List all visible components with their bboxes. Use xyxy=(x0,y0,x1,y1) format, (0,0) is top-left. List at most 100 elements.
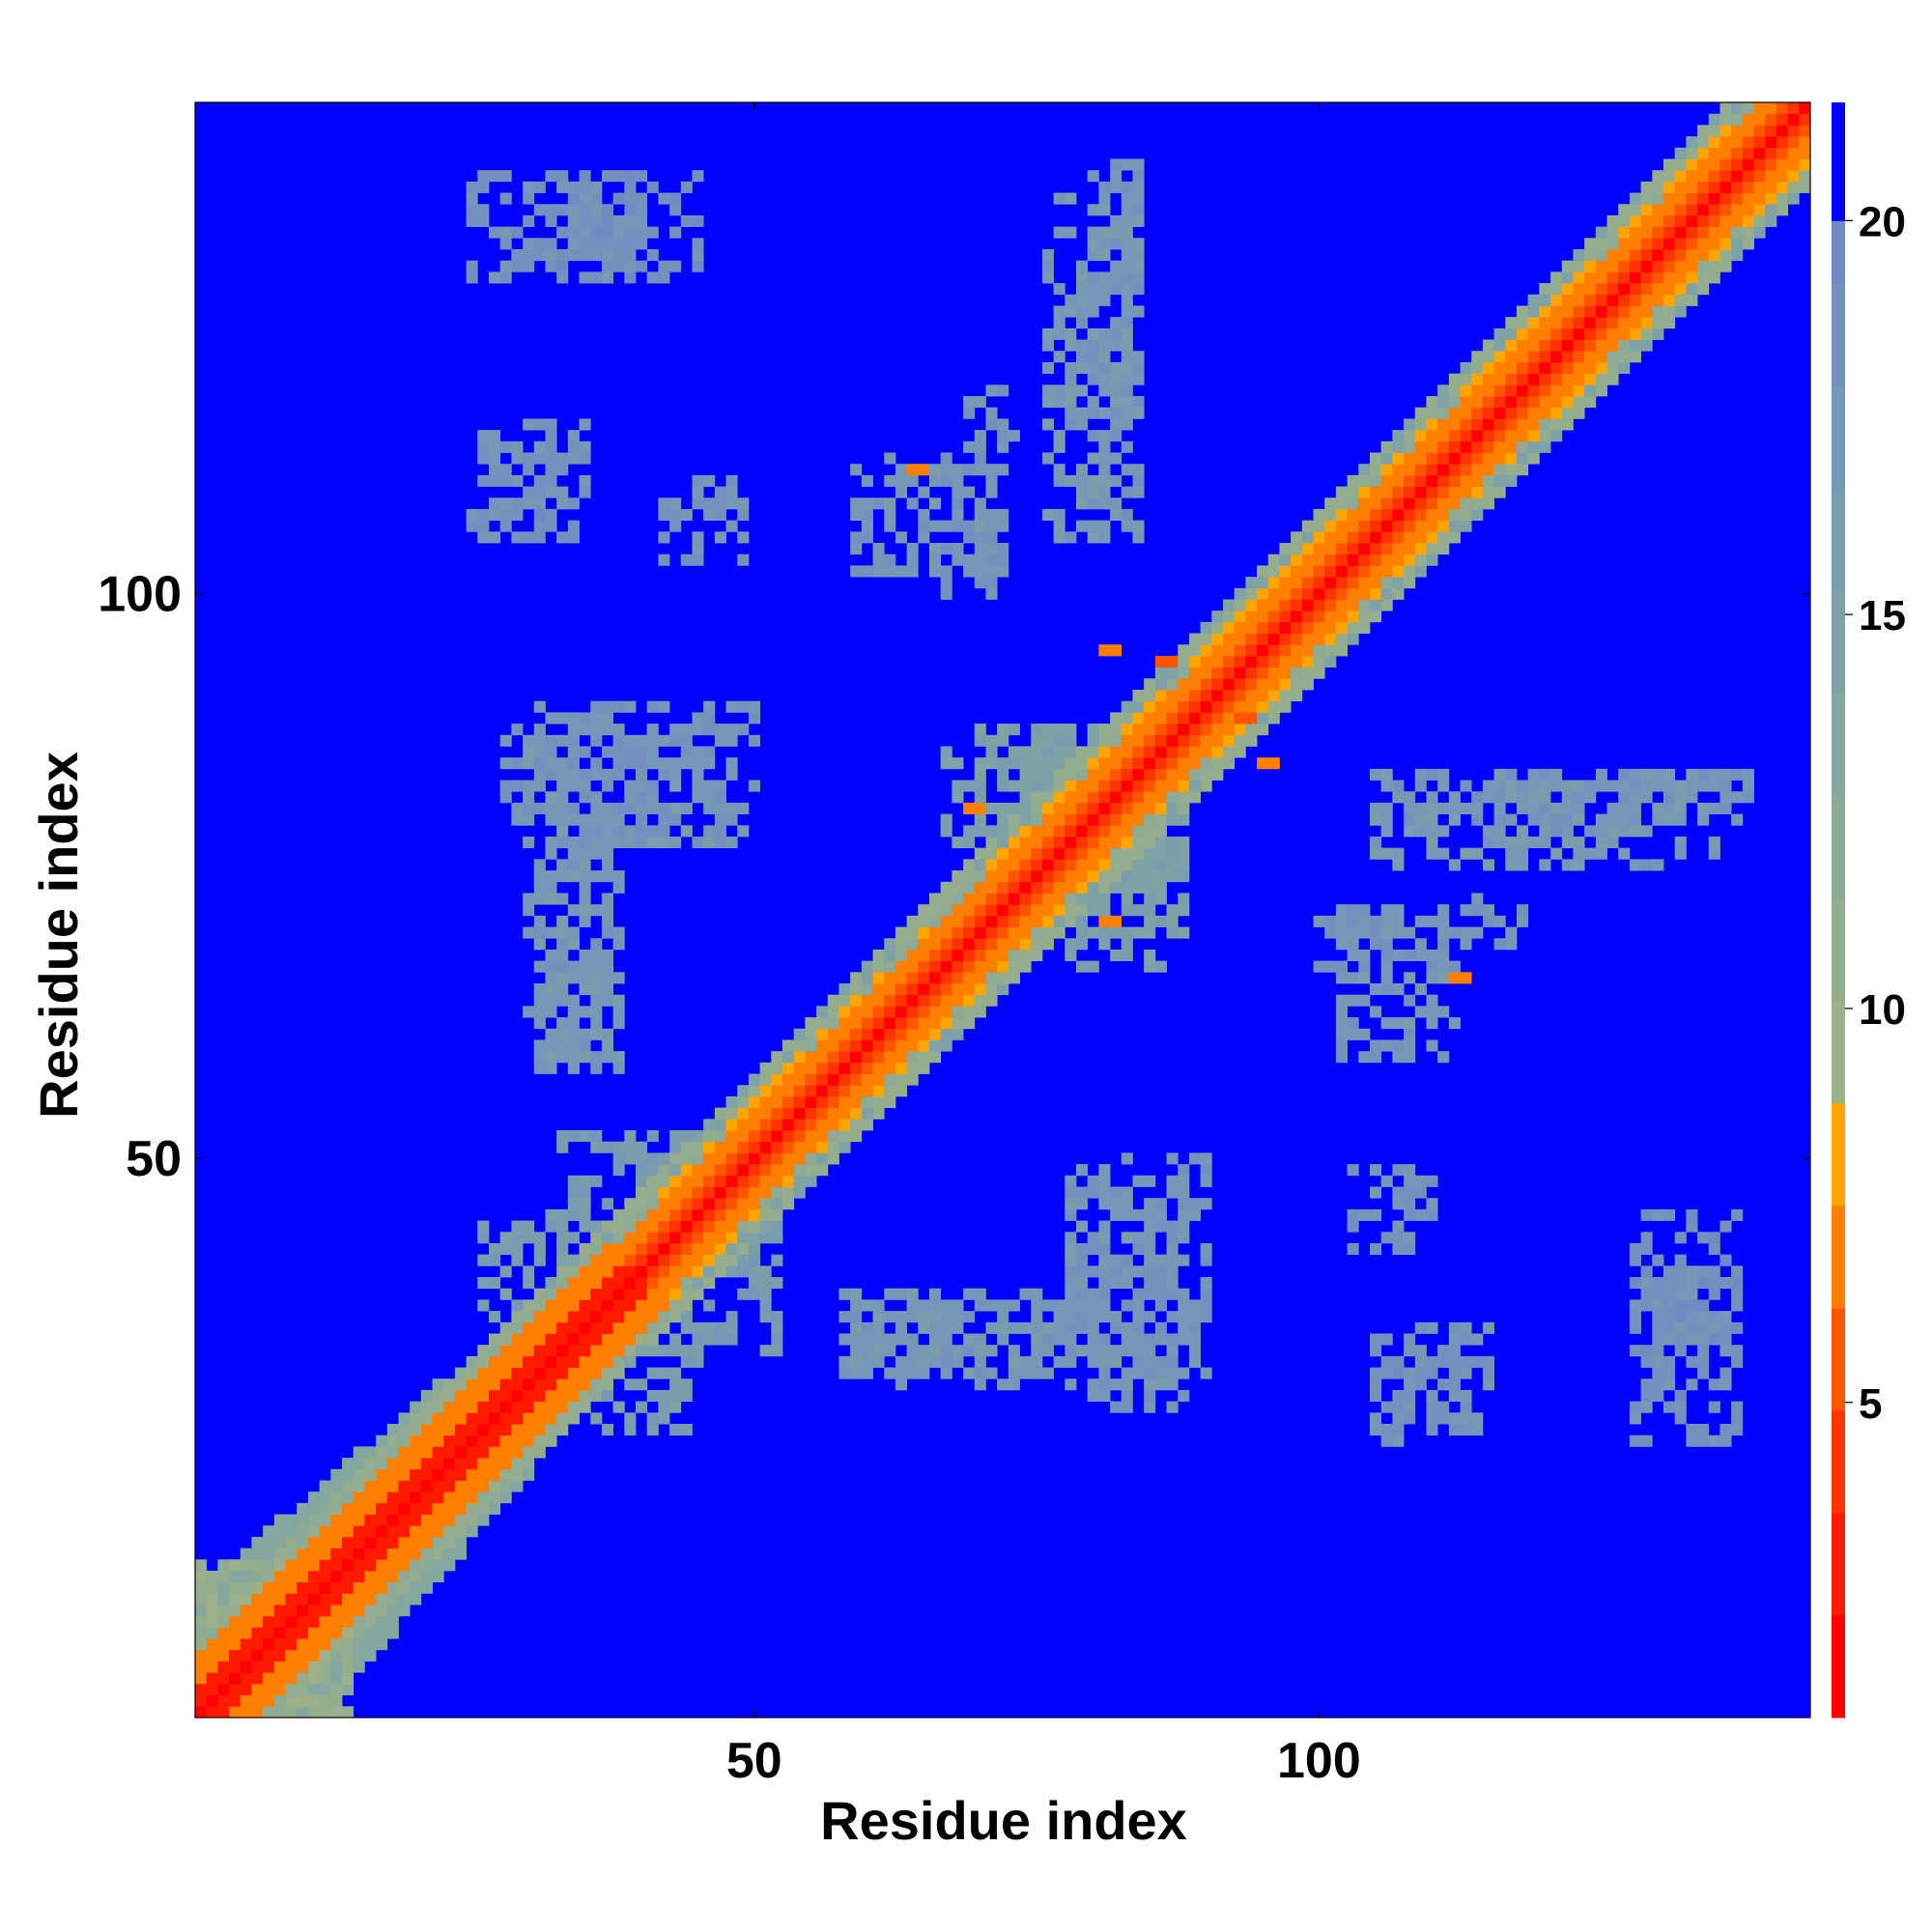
heatmap-cell xyxy=(1448,440,1461,453)
heatmap-cell xyxy=(1154,1321,1167,1334)
heatmap-cell xyxy=(1121,396,1133,409)
heatmap-cell xyxy=(612,926,625,939)
heatmap-cell xyxy=(1358,587,1371,600)
heatmap-cell xyxy=(1154,825,1167,838)
heatmap-cell xyxy=(1019,893,1032,905)
heatmap-cell xyxy=(646,1389,659,1403)
heatmap-cell xyxy=(556,734,569,747)
heatmap-cell xyxy=(680,1277,693,1290)
heatmap-cell xyxy=(669,724,682,736)
heatmap-cell xyxy=(1166,1242,1179,1256)
heatmap-cell xyxy=(1652,1299,1664,1312)
heatmap-cell xyxy=(1053,1299,1065,1312)
heatmap-cell xyxy=(872,1321,885,1334)
heatmap-cell xyxy=(636,1345,648,1357)
heatmap-cell xyxy=(1370,474,1382,487)
heatmap-cell xyxy=(1313,508,1325,522)
heatmap-cell xyxy=(273,1627,286,1639)
heatmap-cell xyxy=(1098,1288,1111,1300)
heatmap-cell xyxy=(285,1694,298,1707)
heatmap-cell xyxy=(1437,780,1450,792)
heatmap-cell xyxy=(838,1073,851,1086)
heatmap-cell xyxy=(285,1559,298,1572)
heatmap-cell xyxy=(1166,655,1179,668)
heatmap-cell xyxy=(658,1401,670,1413)
colorbar-segment xyxy=(1832,1000,1845,1104)
heatmap-cell xyxy=(297,1536,309,1549)
heatmap-cell xyxy=(1414,418,1427,431)
heatmap-cell xyxy=(477,170,490,183)
heatmap-cell xyxy=(669,1378,682,1391)
heatmap-cell xyxy=(703,700,716,713)
heatmap-cell xyxy=(545,204,557,216)
heatmap-cell xyxy=(364,1502,377,1515)
heatmap-cell xyxy=(523,486,535,498)
heatmap-cell xyxy=(1460,486,1472,498)
heatmap-cell xyxy=(1539,418,1551,431)
heatmap-cell xyxy=(997,1299,1009,1312)
heatmap-cell xyxy=(1347,949,1359,962)
heatmap-cell xyxy=(1437,418,1450,431)
heatmap-cell xyxy=(1686,1378,1698,1391)
heatmap-cell xyxy=(1629,305,1642,318)
heatmap-cell xyxy=(985,859,998,871)
heatmap-cell xyxy=(1392,531,1405,544)
heatmap-cell xyxy=(263,1706,275,1719)
heatmap-cell xyxy=(601,904,614,917)
heatmap-cell xyxy=(1053,283,1065,296)
heatmap-cell xyxy=(1471,486,1484,498)
heatmap-cell xyxy=(1358,960,1371,973)
heatmap-cell xyxy=(1595,238,1607,250)
heatmap-cell xyxy=(273,1548,286,1560)
heatmap-cell xyxy=(850,1311,863,1323)
heatmap-cell xyxy=(782,1130,795,1143)
heatmap-cell xyxy=(1640,271,1653,284)
heatmap-cell xyxy=(1065,724,1077,736)
heatmap-cell xyxy=(330,1672,343,1685)
heatmap-cell xyxy=(1505,837,1518,849)
heatmap-cell xyxy=(1652,249,1664,262)
heatmap-cell xyxy=(692,1186,704,1199)
heatmap-cell xyxy=(1539,430,1551,442)
heatmap-cell xyxy=(1279,543,1292,555)
heatmap-cell xyxy=(1144,712,1156,724)
heatmap-cell xyxy=(1426,1321,1438,1334)
heatmap-cell xyxy=(884,1288,896,1300)
heatmap-cell xyxy=(1753,181,1766,193)
heatmap-cell xyxy=(353,1446,365,1459)
heatmap-cell xyxy=(307,1694,321,1707)
heatmap-cell xyxy=(1380,1367,1393,1379)
heatmap-cell xyxy=(997,960,1009,973)
heatmap-cell xyxy=(680,1175,693,1187)
heatmap-cell xyxy=(556,837,569,849)
heatmap-cell xyxy=(1076,893,1089,905)
heatmap-cell xyxy=(805,1017,817,1030)
heatmap-cell xyxy=(342,1536,355,1549)
heatmap-cell xyxy=(692,260,704,272)
heatmap-cell xyxy=(1471,452,1484,465)
heatmap-cell xyxy=(952,1017,964,1030)
heatmap-cell xyxy=(658,1311,670,1323)
heatmap-cell xyxy=(1448,1367,1461,1379)
heatmap-cell xyxy=(680,1355,693,1368)
heatmap-cell xyxy=(1370,554,1382,566)
heatmap-cell xyxy=(1550,430,1563,442)
heatmap-cell xyxy=(1742,102,1754,115)
heatmap-cell xyxy=(590,1242,603,1256)
heatmap-cell xyxy=(1629,1345,1642,1357)
heatmap-cell xyxy=(1708,158,1720,171)
heatmap-cell xyxy=(511,1424,524,1436)
heatmap-cell xyxy=(556,497,569,510)
heatmap-cell xyxy=(940,746,952,758)
heatmap-cell xyxy=(918,994,930,1007)
heatmap-cell xyxy=(725,802,738,815)
heatmap-cell xyxy=(556,960,569,973)
heatmap-cell xyxy=(353,1525,365,1538)
heatmap-cell xyxy=(1493,938,1506,951)
heatmap-cell xyxy=(1279,633,1292,645)
heatmap-cell xyxy=(1166,734,1179,747)
heatmap-cell xyxy=(1584,260,1597,272)
heatmap-cell xyxy=(1370,577,1382,589)
heatmap-cell xyxy=(545,1220,557,1233)
heatmap-cell xyxy=(748,712,761,724)
